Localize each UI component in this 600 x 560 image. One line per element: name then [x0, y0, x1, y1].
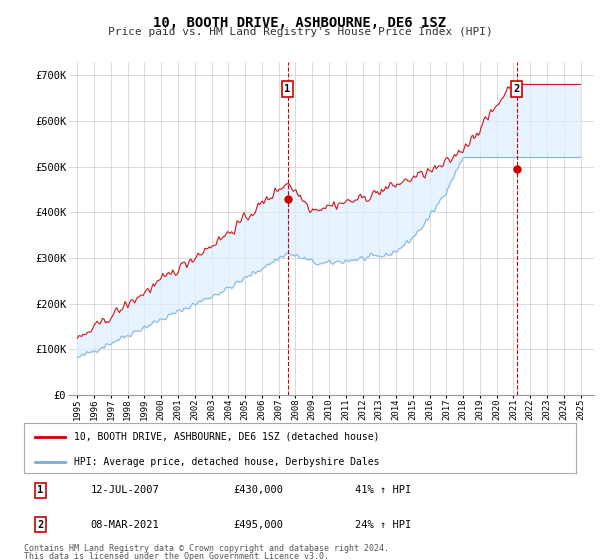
Text: 12-JUL-2007: 12-JUL-2007 — [90, 486, 159, 496]
Text: £495,000: £495,000 — [234, 520, 284, 530]
Text: Contains HM Land Registry data © Crown copyright and database right 2024.: Contains HM Land Registry data © Crown c… — [24, 544, 389, 553]
Text: Price paid vs. HM Land Registry's House Price Index (HPI): Price paid vs. HM Land Registry's House … — [107, 27, 493, 37]
Text: 2: 2 — [514, 84, 520, 94]
Text: 10, BOOTH DRIVE, ASHBOURNE, DE6 1SZ (detached house): 10, BOOTH DRIVE, ASHBOURNE, DE6 1SZ (det… — [74, 432, 379, 442]
Text: 2: 2 — [37, 520, 44, 530]
Text: £430,000: £430,000 — [234, 486, 284, 496]
Text: 1: 1 — [284, 84, 290, 94]
Text: This data is licensed under the Open Government Licence v3.0.: This data is licensed under the Open Gov… — [24, 552, 329, 560]
Text: 1: 1 — [37, 486, 44, 496]
Text: 41% ↑ HPI: 41% ↑ HPI — [355, 486, 412, 496]
Text: 08-MAR-2021: 08-MAR-2021 — [90, 520, 159, 530]
Text: HPI: Average price, detached house, Derbyshire Dales: HPI: Average price, detached house, Derb… — [74, 457, 379, 467]
Text: 24% ↑ HPI: 24% ↑ HPI — [355, 520, 412, 530]
Text: 10, BOOTH DRIVE, ASHBOURNE, DE6 1SZ: 10, BOOTH DRIVE, ASHBOURNE, DE6 1SZ — [154, 16, 446, 30]
